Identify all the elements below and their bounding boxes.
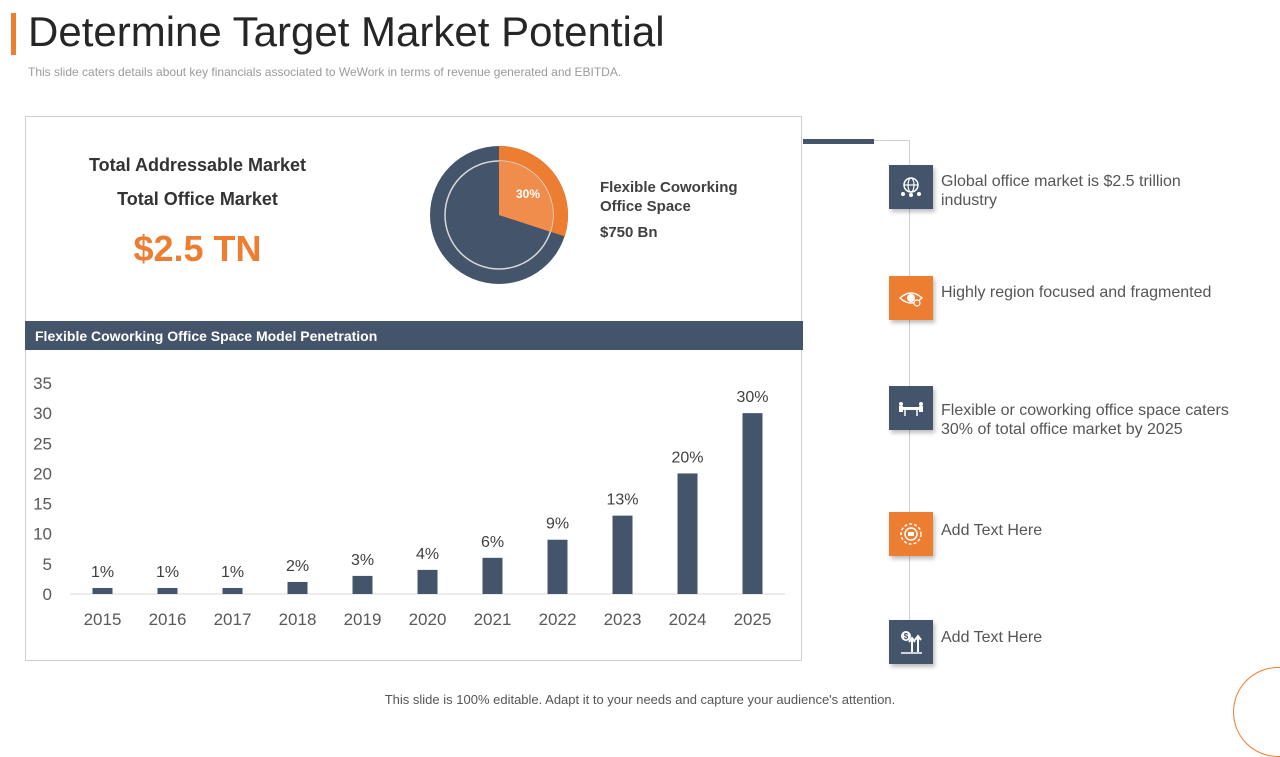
data-label-2020: 4% [416, 546, 439, 563]
bar-2025 [742, 413, 763, 594]
x-tick-label-2024: 2024 [669, 610, 707, 629]
y-tick-label: 20 [33, 464, 52, 483]
dollar-growth-icon: $ [889, 620, 933, 664]
bar-2019 [352, 575, 373, 594]
data-label-2015: 1% [91, 564, 114, 581]
y-tick-label: 35 [33, 374, 52, 393]
x-tick-label-2022: 2022 [539, 610, 577, 629]
y-axis: 0 5 10 15 20 25 30 35 [33, 374, 52, 604]
connector-bar [803, 139, 874, 144]
feature-text-2: Highly region focused and fragmented [941, 284, 1212, 301]
corner-decoration [1233, 667, 1280, 757]
page-title: Determine Target Market Potential [28, 8, 665, 55]
data-label-2022: 9% [546, 516, 569, 533]
pie-inner-slice [499, 161, 554, 232]
tom-value: $2.5 TN [133, 228, 262, 269]
bar-2020 [417, 569, 438, 594]
page-subtitle: This slide caters details about key fina… [28, 65, 622, 79]
bar-2023 [612, 515, 633, 594]
bar-2017 [222, 587, 243, 594]
globe-people-icon [889, 165, 933, 209]
y-tick-label: 25 [33, 434, 52, 453]
y-tick-label: 5 [43, 555, 52, 574]
eye-gear-icon [889, 276, 933, 320]
tam-label: Total Addressable Market [88, 155, 307, 175]
x-tick-label-2018: 2018 [279, 610, 317, 629]
x-tick-label-2021: 2021 [474, 610, 512, 629]
footer-note: This slide is 100% editable. Adapt it to… [384, 692, 896, 707]
x-tick-label-2015: 2015 [84, 610, 122, 629]
bar-2024 [677, 473, 698, 594]
y-tick-label: 15 [33, 495, 52, 514]
title-accent-bar [11, 13, 16, 55]
x-tick-label-2017: 2017 [214, 610, 252, 629]
data-label-2019: 3% [351, 552, 374, 569]
data-label-2021: 6% [481, 534, 504, 551]
meeting-table-icon [889, 386, 933, 430]
tom-label: Total Office Market [117, 189, 278, 209]
feature-text-5: Add Text Here [941, 629, 1043, 646]
data-label-2024: 20% [671, 449, 703, 466]
y-tick-label: 0 [43, 585, 52, 604]
bar-2022 [547, 539, 568, 594]
feature-text-4: Add Text Here [941, 522, 1043, 539]
feature-text-1: Global office market is $2.5 trillion in… [941, 173, 1181, 209]
bar-2016 [157, 587, 178, 594]
data-label-2025: 30% [736, 389, 768, 406]
bar-2015 [92, 587, 113, 594]
data-label-2018: 2% [286, 558, 309, 575]
y-tick-label: 10 [33, 525, 52, 544]
segment-label-line1: Flexible Coworking [600, 179, 738, 196]
segment-value: $750 Bn [600, 224, 658, 241]
svg-text:$: $ [904, 632, 909, 641]
connector-line [874, 140, 910, 141]
data-label-2017: 1% [221, 564, 244, 581]
x-tick-label-2019: 2019 [344, 610, 382, 629]
data-label-2023: 13% [606, 492, 638, 509]
market-pie-chart: 30% [430, 146, 568, 284]
x-tick-label-2016: 2016 [149, 610, 187, 629]
penetration-header: Flexible Coworking Office Space Model Pe… [25, 321, 803, 350]
gear-badge-icon [889, 512, 933, 556]
x-tick-label-2025: 2025 [734, 610, 772, 629]
segment-label-line2: Office Space [600, 198, 691, 215]
x-tick-label-2023: 2023 [604, 610, 642, 629]
bars: 1% 2015 1% 2016 1% 2017 2% 2018 3% 2019 4% 2020 6% 20… [84, 389, 772, 629]
bar-2018 [287, 581, 308, 594]
pie-percent-label: 30% [516, 187, 540, 201]
y-tick-label: 30 [33, 404, 52, 423]
x-tick-label-2020: 2020 [409, 610, 447, 629]
market-panel [25, 116, 802, 661]
data-label-2016: 1% [156, 564, 179, 581]
bar-2021 [482, 557, 503, 594]
feature-text-3: Flexible or coworking office space cater… [941, 402, 1229, 438]
